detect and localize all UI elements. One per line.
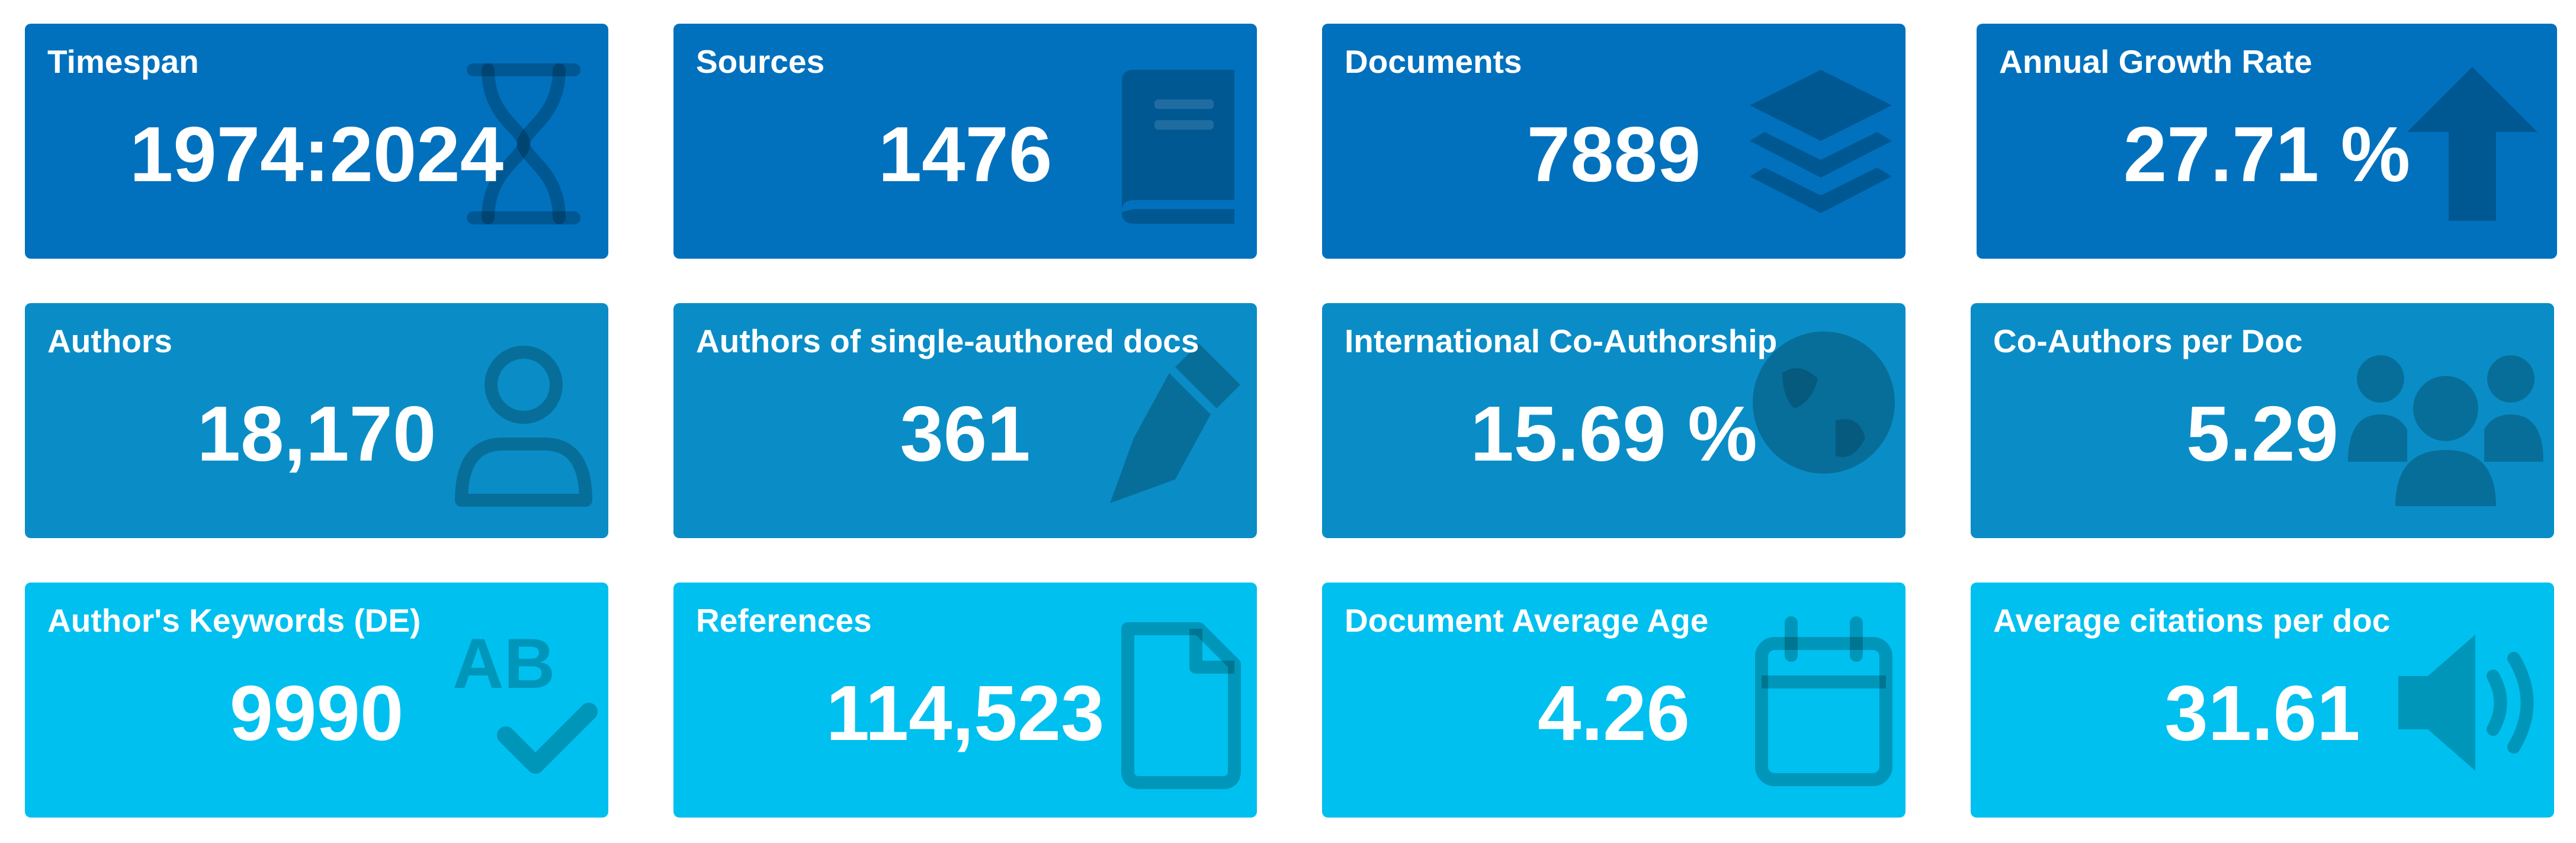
card-title: Authors xyxy=(47,323,172,359)
card-documents: Documents 7889 xyxy=(1322,24,1905,259)
card-title: References xyxy=(696,602,872,639)
card-title: Annual Growth Rate xyxy=(1999,43,2312,80)
card-value: 7889 xyxy=(1526,111,1701,198)
card-value: 114,523 xyxy=(826,670,1105,757)
card-coauthors-per-doc: Co-Authors per Doc 5.29 xyxy=(1971,303,2554,538)
card-value: 27.71 % xyxy=(2123,111,2411,198)
globe-icon xyxy=(1747,332,1895,515)
card-average-citations-per-doc: Average citations per doc 31.61 xyxy=(1971,583,2554,818)
card-authors-keywords: Author's Keywords (DE) 9990 AB xyxy=(25,583,608,818)
card-value: 15.69 % xyxy=(1470,390,1757,477)
card-title: Average citations per doc xyxy=(1993,602,2391,639)
card-title: Document Average Age xyxy=(1345,602,1709,639)
card-value: 1974:2024 xyxy=(129,111,504,198)
card-references: References 114,523 xyxy=(673,583,1257,818)
hourglass-icon xyxy=(450,52,598,236)
card-authors: Authors 18,170 xyxy=(25,303,608,538)
calendar-icon xyxy=(1747,611,1895,794)
card-value: 1476 xyxy=(878,111,1053,198)
card-title: Documents xyxy=(1345,43,1522,80)
arrow-up-icon xyxy=(2398,52,2546,236)
card-value: 9990 xyxy=(229,670,404,757)
card-document-average-age: Document Average Age 4.26 xyxy=(1322,583,1905,818)
card-international-coauthorship: International Co-Authorship 15.69 % xyxy=(1322,303,1905,538)
card-title: International Co-Authorship xyxy=(1345,323,1778,359)
card-title: Authors of single-authored docs xyxy=(696,323,1199,359)
pen-nib-icon xyxy=(1098,332,1246,515)
card-value: 31.61 xyxy=(2164,670,2360,757)
card-value: 5.29 xyxy=(2186,390,2338,477)
card-value: 4.26 xyxy=(1538,670,1690,757)
card-title: Author's Keywords (DE) xyxy=(47,602,421,639)
card-annual-growth-rate: Annual Growth Rate 27.71 % xyxy=(1977,24,2557,259)
card-title: Co-Authors per Doc xyxy=(1993,323,2303,359)
spell-check-icon: AB xyxy=(450,611,598,794)
user-icon xyxy=(450,332,598,515)
layers-icon xyxy=(1747,52,1895,236)
card-authors-single-authored: Authors of single-authored docs 361 xyxy=(673,303,1257,538)
card-value: 18,170 xyxy=(197,390,437,477)
card-timespan: Timespan 1974:2024 xyxy=(25,24,608,259)
book-icon xyxy=(1098,52,1246,236)
card-title: Timespan xyxy=(47,43,199,80)
card-sources: Sources 1476 xyxy=(673,24,1257,259)
card-value: 361 xyxy=(900,390,1031,477)
volume-icon xyxy=(2395,611,2543,794)
file-icon xyxy=(1098,611,1246,794)
svg-text:AB: AB xyxy=(453,624,555,703)
card-title: Sources xyxy=(696,43,825,80)
users-icon xyxy=(2348,332,2543,515)
